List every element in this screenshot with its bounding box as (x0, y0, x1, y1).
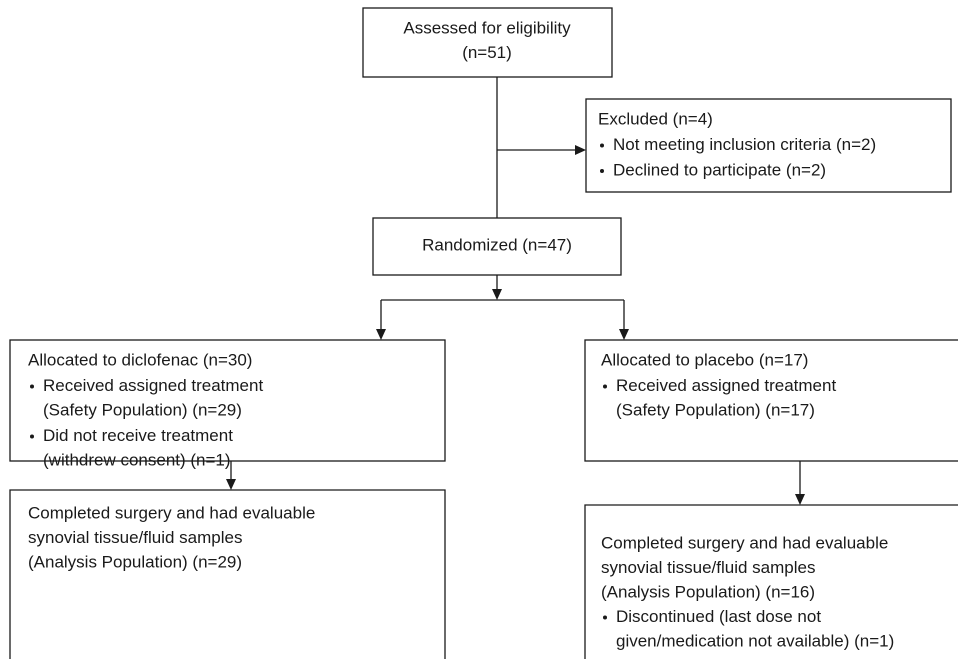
label: (n=51) (462, 43, 512, 62)
label: Completed surgery and had evaluable (601, 533, 888, 552)
label: Randomized (n=47) (422, 235, 572, 254)
label: Excluded (n=4) (598, 109, 713, 128)
box (584, 504, 958, 659)
label: (Safety Population) (n=29) (43, 400, 242, 419)
label: Discontinued (last dose not (616, 607, 821, 626)
label: Not meeting inclusion criteria (n=2) (613, 135, 876, 154)
label: (Analysis Population) (n=16) (601, 582, 815, 601)
label: (Safety Population) (n=17) (616, 400, 815, 419)
arrowhead (575, 145, 586, 155)
label: (withdrew consent) (n=1) (43, 450, 231, 469)
label: Declined to participate (n=2) (613, 160, 826, 179)
label: Completed surgery and had evaluable (28, 503, 315, 522)
bullet (30, 384, 34, 389)
connectors (226, 77, 805, 505)
label: Allocated to diclofenac (n=30) (28, 350, 252, 369)
bullet (600, 169, 604, 173)
box (585, 98, 952, 193)
arrowhead (226, 479, 236, 490)
bullet (603, 384, 607, 389)
label: given/medication not available) (n=1) (616, 631, 894, 650)
bullet (600, 143, 604, 148)
box (9, 489, 446, 659)
label: synovial tissue/fluid samples (28, 528, 242, 547)
arrowhead (795, 494, 805, 505)
arrowhead (619, 329, 629, 340)
label: Assessed for eligibility (403, 18, 571, 37)
label: Allocated to placebo (n=17) (601, 350, 808, 369)
box (362, 7, 613, 78)
label: Received assigned treatment (616, 376, 836, 395)
bullet (603, 615, 607, 620)
box (372, 217, 622, 276)
label: Received assigned treatment (43, 376, 263, 395)
label: synovial tissue/fluid samples (601, 558, 815, 577)
box (584, 339, 958, 462)
bullet (30, 434, 34, 439)
label: (Analysis Population) (n=29) (28, 552, 242, 571)
label: Did not receive treatment (43, 426, 233, 445)
arrowhead (376, 329, 386, 340)
arrowhead (492, 289, 502, 300)
texts: Assessed for eligibility (n=51) Excluded (… (28, 18, 894, 650)
box (9, 339, 446, 462)
